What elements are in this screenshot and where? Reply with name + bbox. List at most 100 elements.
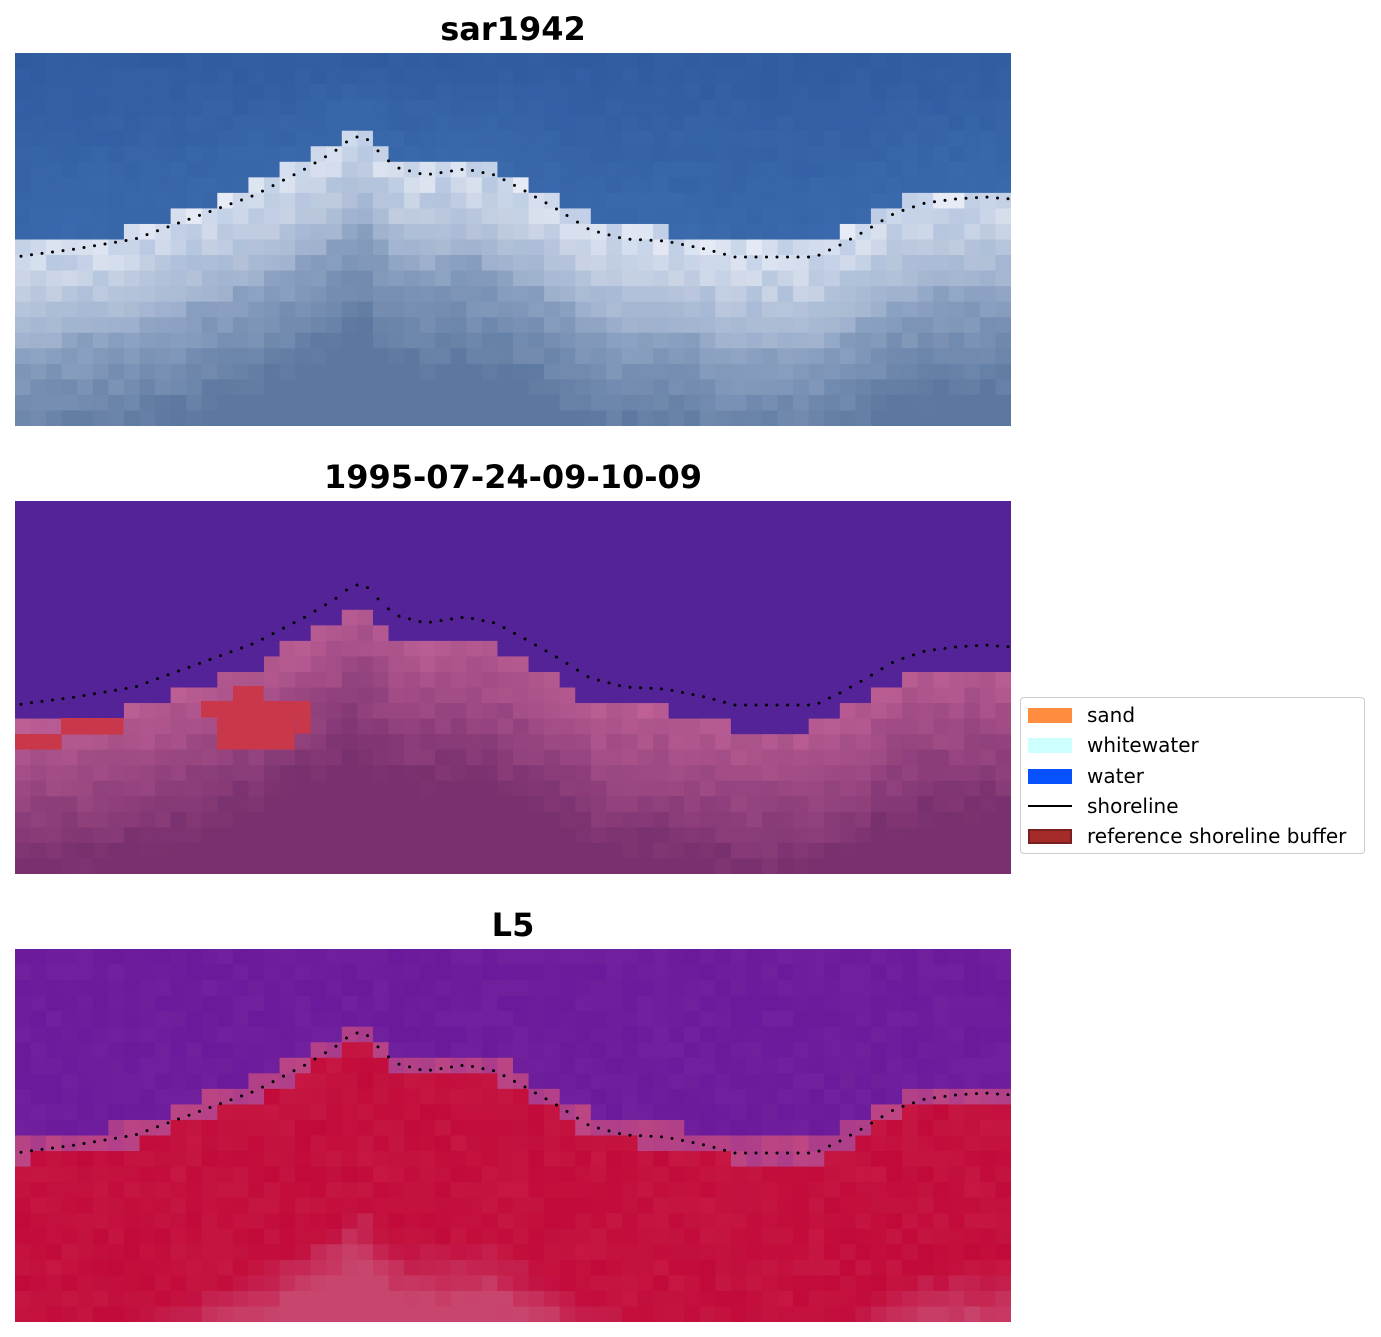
image-pixel [699,317,716,334]
class-pixel [544,749,561,766]
image-pixel [186,379,203,396]
image-pixel [621,301,639,318]
image-pixel [248,394,265,412]
index-pixel [419,1275,436,1292]
image-pixel [793,410,810,426]
index-pixel [575,1228,592,1245]
shoreline-point [618,684,621,688]
index-pixel [559,1073,576,1090]
image-pixel [279,84,296,101]
class-pixel [995,609,1011,626]
class-pixel [513,563,530,580]
image-pixel [528,192,545,210]
shoreline-point [418,1068,422,1072]
class-pixel [777,563,794,580]
image-pixel [279,286,296,303]
image-pixel [808,161,825,178]
index-pixel [621,1135,639,1152]
image-pixel [870,239,888,256]
image-pixel [590,99,607,116]
image-pixel [699,286,716,303]
index-pixel [746,1119,763,1137]
index-pixel [497,1088,514,1106]
image-pixel [326,270,343,287]
image-pixel [248,286,265,303]
index-pixel [637,1228,654,1245]
image-pixel [793,130,810,147]
class-pixel [746,656,763,673]
image-pixel [466,317,483,334]
index-pixel [606,1290,623,1308]
image-pixel [855,286,872,303]
class-pixel [762,765,779,782]
shoreline-point [754,703,758,707]
class-pixel [575,594,592,611]
index-pixel [201,1057,218,1074]
image-pixel [170,115,187,132]
class-pixel [606,625,623,642]
index-pixel [170,1011,187,1028]
class-pixel [746,703,763,720]
image-pixel [715,394,732,412]
class-pixel [155,687,172,704]
reference-buffer-swatch [1028,828,1072,844]
class-pixel [964,656,981,673]
index-pixel [217,1088,234,1106]
index-pixel [979,1197,997,1214]
shoreline-point [345,588,348,592]
index-pixel [777,964,794,981]
image-pixel [372,68,390,85]
index-pixel [450,1197,467,1214]
class-pixel [544,640,561,658]
class-pixel [528,516,545,533]
index-pixel [730,949,748,966]
class-pixel [513,687,530,704]
class-pixel [730,516,748,533]
shoreline-point [30,1149,33,1153]
shoreline-point [639,238,642,242]
index-pixel [264,1182,281,1199]
class-pixel [995,656,1011,673]
image-pixel [30,130,47,147]
class-pixel [948,640,965,658]
image-pixel [933,84,950,101]
class-pixel [497,734,514,751]
image-pixel [559,130,576,147]
class-pixel [855,780,872,797]
class-pixel [108,858,125,874]
image-pixel [979,146,997,163]
class-pixel [186,718,203,735]
class-pixel [481,687,499,704]
class-pixel [606,796,623,813]
class-pixel [762,609,779,626]
index-pixel [15,980,32,997]
index-pixel [497,964,514,981]
class-pixel [279,609,296,626]
index-pixel [357,980,374,997]
image-pixel [108,192,125,210]
class-pixel [979,718,997,735]
image-pixel [917,394,934,412]
image-pixel [139,332,156,349]
index-pixel [559,980,576,997]
class-pixel [170,640,187,658]
class-pixel [948,625,965,642]
image-pixel [886,255,903,272]
index-pixel [92,1166,109,1183]
shoreline-point [534,1091,537,1095]
class-pixel [123,547,141,564]
image-pixel [762,348,779,365]
shoreline-point [744,703,747,707]
index-pixel [964,1213,981,1230]
class-pixel [855,811,872,828]
index-pixel [839,1119,856,1137]
image-pixel [902,223,919,241]
class-pixel [839,578,856,595]
class-pixel [995,501,1011,518]
image-pixel [948,394,965,412]
class-pixel [699,640,716,658]
image-pixel [481,53,499,70]
index-pixel [170,964,187,981]
index-pixel [715,1275,732,1292]
image-pixel [450,255,467,272]
